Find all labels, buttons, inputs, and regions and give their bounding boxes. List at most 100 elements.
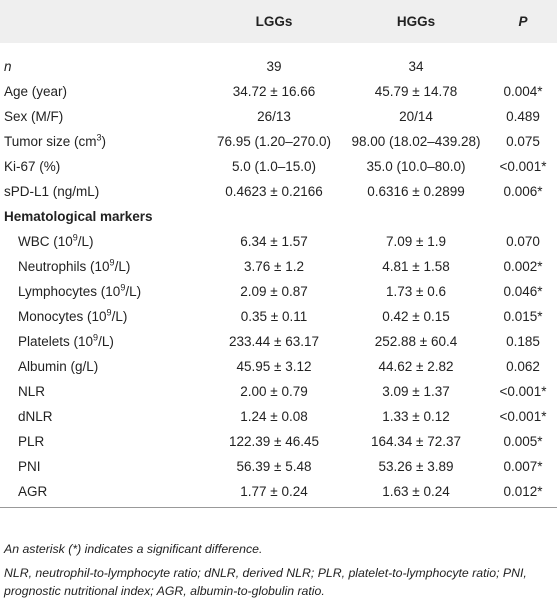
row-label: Hematological markers <box>4 204 153 229</box>
row-label: Albumin (g/L) <box>18 354 98 379</box>
table-cell: 0.489 <box>506 109 540 124</box>
table-cell: 1.33 ± 0.12 <box>382 409 450 424</box>
label-part: AGR <box>18 484 48 499</box>
bottom-rule <box>0 507 557 508</box>
table-cell: 76.95 (1.20–270.0) <box>216 134 332 149</box>
footnote: An asterisk (*) indicates a significant … <box>4 542 263 556</box>
table-cell: 0.012* <box>503 484 543 499</box>
table-cell: 0.42 ± 0.15 <box>382 309 450 324</box>
table-row: PLR 122.39 ± 46.45 164.34 ± 72.37 0.005* <box>0 429 557 454</box>
table-cell: 45.79 ± 14.78 <box>374 84 458 99</box>
label-part: 3 <box>96 132 102 143</box>
table-cell: 34 <box>408 59 424 74</box>
footnote: NLR, neutrophil-to-lymphocyte ratio; dNL… <box>4 566 527 598</box>
row-label: Ki-67 (%) <box>4 154 60 179</box>
table-row: NLR 2.00 ± 0.79 3.09 ± 1.37 <0.001* <box>0 379 557 404</box>
label-part: /L) <box>114 259 131 274</box>
header-cell: P <box>518 14 528 29</box>
table-row: PNI 56.39 ± 5.48 53.26 ± 3.89 0.007* <box>0 454 557 479</box>
section-row: Hematological markers <box>0 204 557 229</box>
label-part: 9 <box>109 257 115 268</box>
label-part: /L) <box>98 334 114 349</box>
row-label: NLR <box>18 379 45 404</box>
label-part: dNLR <box>18 409 53 424</box>
label-part: ) <box>101 134 107 149</box>
table-row: n 39 34 <box>0 54 557 79</box>
label-part: Age (year) <box>4 84 68 99</box>
row-label: n <box>4 54 12 79</box>
table-cell: 0.005* <box>503 434 543 449</box>
table-cell: 1.73 ± 0.6 <box>386 284 446 299</box>
table-row: AGR 1.77 ± 0.24 1.63 ± 0.24 0.012* <box>0 479 557 504</box>
label-part: 9 <box>120 282 126 293</box>
table-cell: 3.76 ± 1.2 <box>244 259 304 274</box>
table-cell: 252.88 ± 60.4 <box>374 334 458 349</box>
table-cell: 7.09 ± 1.9 <box>386 234 446 249</box>
header-row: LGGs HGGs P <box>0 0 557 43</box>
table-cell: 0.002* <box>503 259 543 274</box>
table-row: Ki-67 (%) 5.0 (1.0–15.0) 35.0 (10.0–80.0) <… <box>0 154 557 179</box>
table-cell: <0.001* <box>499 384 547 399</box>
table-cell: 164.34 ± 72.37 <box>371 434 461 449</box>
table-cell: 56.39 ± 5.48 <box>236 459 312 474</box>
table-row: WBC (109/L) 6.34 ± 1.57 7.09 ± 1.9 0.070 <box>0 229 557 254</box>
table-cell: 0.6316 ± 0.2899 <box>367 184 465 199</box>
table-row: Age (year) 34.72 ± 16.66 45.79 ± 14.78 0.00… <box>0 79 557 104</box>
table-cell: 122.39 ± 46.45 <box>229 434 319 449</box>
label-part: WBC (10 <box>18 234 73 249</box>
label-part: Tumor size (cm <box>4 134 97 149</box>
label-part: sPD-L1 (ng/mL) <box>4 184 100 199</box>
table-cell: 0.062 <box>506 359 540 374</box>
table-row: Sex (M/F) 26/13 20/14 0.489 <box>0 104 557 129</box>
label-part: NLR <box>18 384 46 399</box>
row-label: dNLR <box>18 404 53 429</box>
table-cell: 35.0 (10.0–80.0) <box>366 159 466 174</box>
label-part: Albumin (g/L) <box>18 359 99 374</box>
row-label: Monocytes (109/L) <box>18 304 127 329</box>
table-row: Monocytes (109/L) 0.35 ± 0.11 0.42 ± 0.15 0… <box>0 304 557 329</box>
table-cell: 0.015* <box>503 309 543 324</box>
table-cell: 2.00 ± 0.79 <box>240 384 308 399</box>
table-cell: 0.006* <box>503 184 543 199</box>
table-cell: 39 <box>266 59 282 74</box>
label-part: Monocytes (10 <box>18 309 107 324</box>
table-cell: 0.4623 ± 0.2166 <box>225 184 323 199</box>
label-part: Neutrophils (10 <box>18 259 110 274</box>
label-part: Hematological markers <box>4 209 153 224</box>
label-part: 9 <box>106 307 112 318</box>
label-part: /L) <box>125 284 142 299</box>
table-cell: 0.070 <box>506 234 540 249</box>
label-part: 9 <box>72 232 78 243</box>
table-cell: 233.44 ± 63.17 <box>229 334 319 349</box>
table-cell: 0.185 <box>506 334 540 349</box>
table-cell: 34.72 ± 16.66 <box>232 84 316 99</box>
label-part: Sex (M/F) <box>4 109 64 124</box>
row-label: Platelets (109/L) <box>18 329 114 354</box>
row-label: sPD-L1 (ng/mL) <box>4 179 99 204</box>
table-cell: 0.004* <box>503 84 543 99</box>
table-row: Neutrophils (109/L) 3.76 ± 1.2 4.81 ± 1.58… <box>0 254 557 279</box>
row-label: Sex (M/F) <box>4 104 63 129</box>
table-cell: 0.35 ± 0.11 <box>240 309 308 324</box>
footnotes: An asterisk (*) indicates a significant … <box>4 540 552 606</box>
table-row: Tumor size (cm3) 76.95 (1.20–270.0) 98.00 … <box>0 129 557 154</box>
table-cell: 1.24 ± 0.08 <box>240 409 308 424</box>
table-row: Lymphocytes (109/L) 2.09 ± 0.87 1.73 ± 0.6… <box>0 279 557 304</box>
header-cell: HGGs <box>396 14 436 29</box>
table-cell: 44.62 ± 2.82 <box>378 359 454 374</box>
table-row: sPD-L1 (ng/mL) 0.4623 ± 0.2166 0.6316 ± 0.… <box>0 179 557 204</box>
table-cell: 0.046* <box>503 284 543 299</box>
table-cell: 45.95 ± 3.12 <box>236 359 312 374</box>
label-part: PLR <box>18 434 45 449</box>
row-label: Neutrophils (109/L) <box>18 254 130 279</box>
table-row: dNLR 1.24 ± 0.08 1.33 ± 0.12 <0.001* <box>0 404 557 429</box>
table-cell: 4.81 ± 1.58 <box>382 259 450 274</box>
table-cell: 2.09 ± 0.87 <box>240 284 308 299</box>
table-row: Platelets (109/L) 233.44 ± 63.17 252.88 ± … <box>0 329 557 354</box>
table-cell: 20/14 <box>399 109 433 124</box>
label-part: /L) <box>77 234 94 249</box>
row-label: PLR <box>18 429 44 454</box>
label-part: n <box>4 59 12 74</box>
table-cell: 98.00 (18.02–439.28) <box>351 134 481 149</box>
